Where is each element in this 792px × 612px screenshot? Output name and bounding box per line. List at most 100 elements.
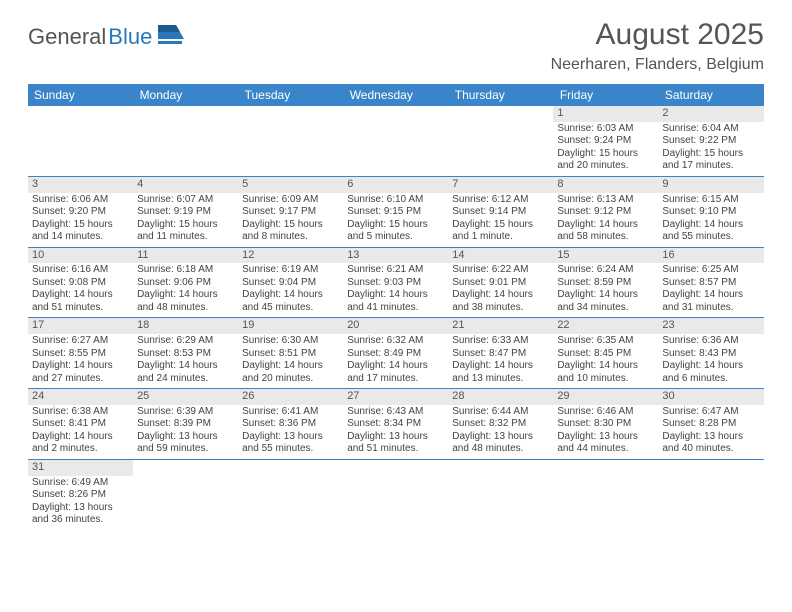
day-number: 18 xyxy=(133,318,238,334)
day-body: Sunrise: 6:19 AMSunset: 9:04 PMDaylight:… xyxy=(238,263,343,317)
calendar-table: SundayMondayTuesdayWednesdayThursdayFrid… xyxy=(28,84,764,530)
calendar-day: 12Sunrise: 6:19 AMSunset: 9:04 PMDayligh… xyxy=(238,247,343,318)
sunrise: Sunrise: 6:44 AM xyxy=(452,406,549,419)
day-number: 3 xyxy=(28,177,133,193)
calendar-day: 8Sunrise: 6:13 AMSunset: 9:12 PMDaylight… xyxy=(553,176,658,247)
day-number: 28 xyxy=(448,389,553,405)
sunrise: Sunrise: 6:38 AM xyxy=(32,406,129,419)
sunrise: Sunrise: 6:33 AM xyxy=(452,335,549,348)
daylight: Daylight: 13 hours and 59 minutes. xyxy=(137,431,234,456)
title-block: August 2025 Neerharen, Flanders, Belgium xyxy=(551,18,764,74)
weekday-header: Saturday xyxy=(658,84,763,106)
sunrise: Sunrise: 6:32 AM xyxy=(347,335,444,348)
calendar-day: 7Sunrise: 6:12 AMSunset: 9:14 PMDaylight… xyxy=(448,176,553,247)
calendar-day: 10Sunrise: 6:16 AMSunset: 9:08 PMDayligh… xyxy=(28,247,133,318)
sunrise: Sunrise: 6:07 AM xyxy=(137,194,234,207)
sunset: Sunset: 9:22 PM xyxy=(662,135,759,148)
daylight: Daylight: 15 hours and 5 minutes. xyxy=(347,219,444,244)
sunrise: Sunrise: 6:18 AM xyxy=(137,264,234,277)
sunset: Sunset: 8:41 PM xyxy=(32,418,129,431)
daylight: Daylight: 14 hours and 6 minutes. xyxy=(662,360,759,385)
day-body: Sunrise: 6:30 AMSunset: 8:51 PMDaylight:… xyxy=(238,334,343,388)
calendar-empty xyxy=(238,459,343,529)
calendar-empty xyxy=(238,106,343,176)
day-body: Sunrise: 6:10 AMSunset: 9:15 PMDaylight:… xyxy=(343,193,448,247)
daylight: Daylight: 15 hours and 1 minute. xyxy=(452,219,549,244)
sunrise: Sunrise: 6:21 AM xyxy=(347,264,444,277)
daylight: Daylight: 13 hours and 55 minutes. xyxy=(242,431,339,456)
logo: GeneralBlue xyxy=(28,24,186,50)
calendar-day: 4Sunrise: 6:07 AMSunset: 9:19 PMDaylight… xyxy=(133,176,238,247)
sunrise: Sunrise: 6:35 AM xyxy=(557,335,654,348)
day-body: Sunrise: 6:38 AMSunset: 8:41 PMDaylight:… xyxy=(28,405,133,459)
day-number: 6 xyxy=(343,177,448,193)
day-number: 8 xyxy=(553,177,658,193)
day-number: 5 xyxy=(238,177,343,193)
calendar-day: 29Sunrise: 6:46 AMSunset: 8:30 PMDayligh… xyxy=(553,389,658,460)
daylight: Daylight: 13 hours and 40 minutes. xyxy=(662,431,759,456)
page-title: August 2025 xyxy=(551,18,764,52)
daylight: Daylight: 14 hours and 51 minutes. xyxy=(32,289,129,314)
day-body: Sunrise: 6:03 AMSunset: 9:24 PMDaylight:… xyxy=(553,122,658,176)
daylight: Daylight: 14 hours and 20 minutes. xyxy=(242,360,339,385)
day-number: 11 xyxy=(133,248,238,264)
calendar-empty xyxy=(133,106,238,176)
sunset: Sunset: 9:15 PM xyxy=(347,206,444,219)
calendar-day: 19Sunrise: 6:30 AMSunset: 8:51 PMDayligh… xyxy=(238,318,343,389)
daylight: Daylight: 13 hours and 48 minutes. xyxy=(452,431,549,456)
day-body: Sunrise: 6:04 AMSunset: 9:22 PMDaylight:… xyxy=(658,122,763,176)
day-body: Sunrise: 6:07 AMSunset: 9:19 PMDaylight:… xyxy=(133,193,238,247)
calendar-day: 5Sunrise: 6:09 AMSunset: 9:17 PMDaylight… xyxy=(238,176,343,247)
calendar-day: 25Sunrise: 6:39 AMSunset: 8:39 PMDayligh… xyxy=(133,389,238,460)
day-body: Sunrise: 6:39 AMSunset: 8:39 PMDaylight:… xyxy=(133,405,238,459)
daylight: Daylight: 14 hours and 27 minutes. xyxy=(32,360,129,385)
sunrise: Sunrise: 6:19 AM xyxy=(242,264,339,277)
daylight: Daylight: 13 hours and 36 minutes. xyxy=(32,502,129,527)
daylight: Daylight: 15 hours and 17 minutes. xyxy=(662,148,759,173)
sunset: Sunset: 9:08 PM xyxy=(32,277,129,290)
day-number: 10 xyxy=(28,248,133,264)
day-body: Sunrise: 6:35 AMSunset: 8:45 PMDaylight:… xyxy=(553,334,658,388)
sunset: Sunset: 8:57 PM xyxy=(662,277,759,290)
sunrise: Sunrise: 6:15 AM xyxy=(662,194,759,207)
daylight: Daylight: 14 hours and 2 minutes. xyxy=(32,431,129,456)
sunrise: Sunrise: 6:43 AM xyxy=(347,406,444,419)
weekday-header: Monday xyxy=(133,84,238,106)
calendar-empty xyxy=(448,106,553,176)
sunset: Sunset: 8:55 PM xyxy=(32,348,129,361)
calendar-day: 9Sunrise: 6:15 AMSunset: 9:10 PMDaylight… xyxy=(658,176,763,247)
day-number: 20 xyxy=(343,318,448,334)
calendar-day: 3Sunrise: 6:06 AMSunset: 9:20 PMDaylight… xyxy=(28,176,133,247)
day-number: 26 xyxy=(238,389,343,405)
sunrise: Sunrise: 6:12 AM xyxy=(452,194,549,207)
day-number: 9 xyxy=(658,177,763,193)
sunrise: Sunrise: 6:10 AM xyxy=(347,194,444,207)
sunset: Sunset: 8:36 PM xyxy=(242,418,339,431)
sunrise: Sunrise: 6:27 AM xyxy=(32,335,129,348)
logo-text-1: General xyxy=(28,24,106,50)
calendar-day: 13Sunrise: 6:21 AMSunset: 9:03 PMDayligh… xyxy=(343,247,448,318)
calendar-day: 6Sunrise: 6:10 AMSunset: 9:15 PMDaylight… xyxy=(343,176,448,247)
day-number: 21 xyxy=(448,318,553,334)
calendar-head: SundayMondayTuesdayWednesdayThursdayFrid… xyxy=(28,84,764,106)
day-body: Sunrise: 6:15 AMSunset: 9:10 PMDaylight:… xyxy=(658,193,763,247)
daylight: Daylight: 14 hours and 34 minutes. xyxy=(557,289,654,314)
calendar-body: 1Sunrise: 6:03 AMSunset: 9:24 PMDaylight… xyxy=(28,106,764,530)
calendar-empty xyxy=(343,106,448,176)
sunset: Sunset: 8:30 PM xyxy=(557,418,654,431)
day-number: 13 xyxy=(343,248,448,264)
daylight: Daylight: 15 hours and 11 minutes. xyxy=(137,219,234,244)
day-number: 15 xyxy=(553,248,658,264)
daylight: Daylight: 14 hours and 48 minutes. xyxy=(137,289,234,314)
sunrise: Sunrise: 6:47 AM xyxy=(662,406,759,419)
day-body: Sunrise: 6:21 AMSunset: 9:03 PMDaylight:… xyxy=(343,263,448,317)
calendar-week: 1Sunrise: 6:03 AMSunset: 9:24 PMDaylight… xyxy=(28,106,764,176)
page: GeneralBlue August 2025 Neerharen, Fland… xyxy=(0,0,792,548)
sunrise: Sunrise: 6:49 AM xyxy=(32,477,129,490)
daylight: Daylight: 14 hours and 10 minutes. xyxy=(557,360,654,385)
sunset: Sunset: 8:39 PM xyxy=(137,418,234,431)
sunset: Sunset: 9:06 PM xyxy=(137,277,234,290)
calendar-week: 31Sunrise: 6:49 AMSunset: 8:26 PMDayligh… xyxy=(28,459,764,529)
calendar-day: 26Sunrise: 6:41 AMSunset: 8:36 PMDayligh… xyxy=(238,389,343,460)
day-body: Sunrise: 6:09 AMSunset: 9:17 PMDaylight:… xyxy=(238,193,343,247)
